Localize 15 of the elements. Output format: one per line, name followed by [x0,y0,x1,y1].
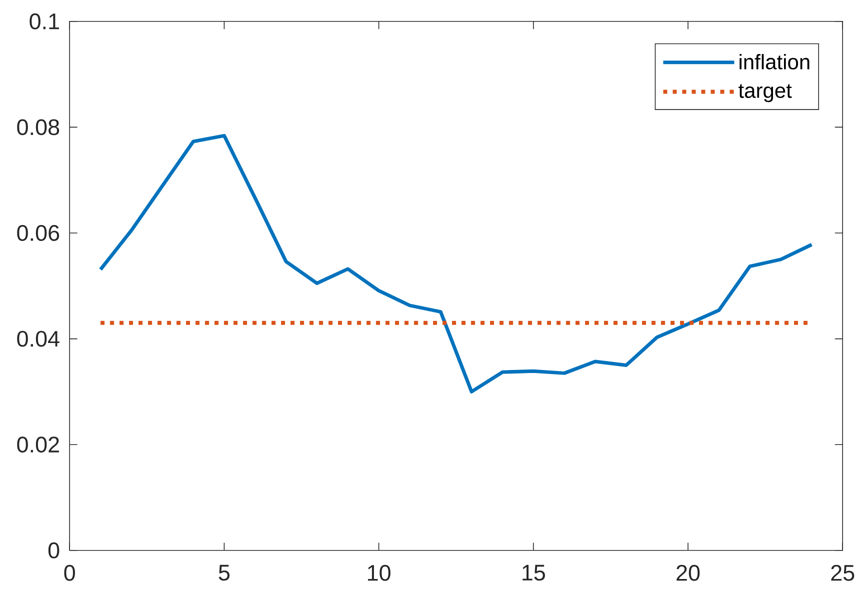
legend-label: inflation [740,54,810,70]
x-tick-label: 10 [368,564,390,581]
y-tick-label: 0 [48,542,60,558]
y-tick-label: 0.06 [17,225,60,241]
y-tick-label: 0.08 [17,119,60,136]
x-tick-label: 0 [64,564,75,581]
x-tick-label: 20 [676,564,700,581]
y-tick-label: 0.02 [17,436,59,453]
line-series [98,134,814,394]
y-tick-label: 0.04 [17,330,60,347]
x-tick-label: 15 [522,564,545,581]
y-tick-label: 0.1 [30,13,59,30]
x-tick-label: 25 [831,564,854,581]
legend-label: target [738,84,792,102]
x-tick-label: 5 [218,564,230,581]
